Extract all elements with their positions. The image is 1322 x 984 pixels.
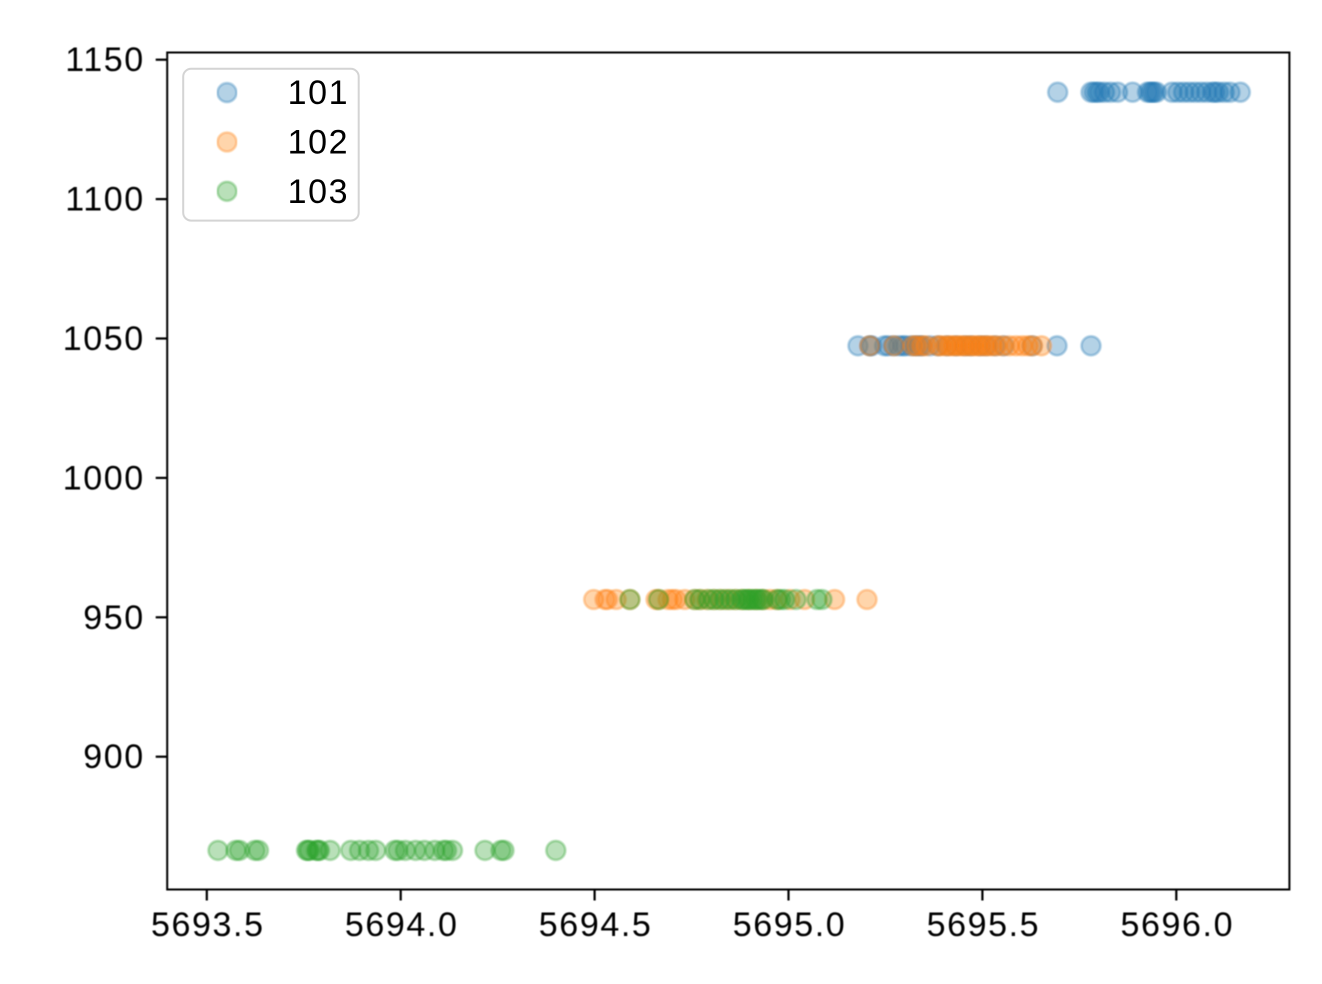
svg-text:5695.5: 5695.5 (927, 906, 1041, 944)
svg-text:1000: 1000 (63, 459, 145, 497)
svg-text:5695.0: 5695.0 (733, 906, 847, 944)
svg-text:950: 950 (83, 599, 145, 637)
svg-text:1100: 1100 (65, 181, 145, 219)
svg-text:5694.0: 5694.0 (345, 906, 459, 944)
svg-text:103: 103 (288, 173, 350, 211)
svg-text:5694.5: 5694.5 (539, 906, 653, 944)
svg-text:1150: 1150 (65, 41, 145, 79)
svg-text:101: 101 (288, 74, 350, 112)
svg-text:900: 900 (83, 738, 145, 776)
svg-text:5696.0: 5696.0 (1121, 906, 1235, 944)
svg-text:102: 102 (288, 124, 350, 162)
svg-text:1050: 1050 (63, 320, 145, 358)
svg-text:5693.5: 5693.5 (151, 906, 265, 944)
